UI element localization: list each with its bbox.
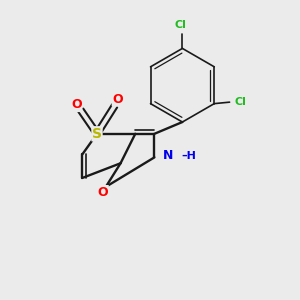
- Text: N: N: [163, 149, 173, 162]
- Text: O: O: [112, 93, 123, 106]
- Text: –H: –H: [182, 151, 196, 161]
- Text: O: O: [71, 98, 82, 111]
- Text: O: O: [98, 186, 108, 199]
- Text: Cl: Cl: [235, 97, 247, 107]
- Text: S: S: [92, 127, 102, 141]
- Text: Cl: Cl: [175, 20, 187, 30]
